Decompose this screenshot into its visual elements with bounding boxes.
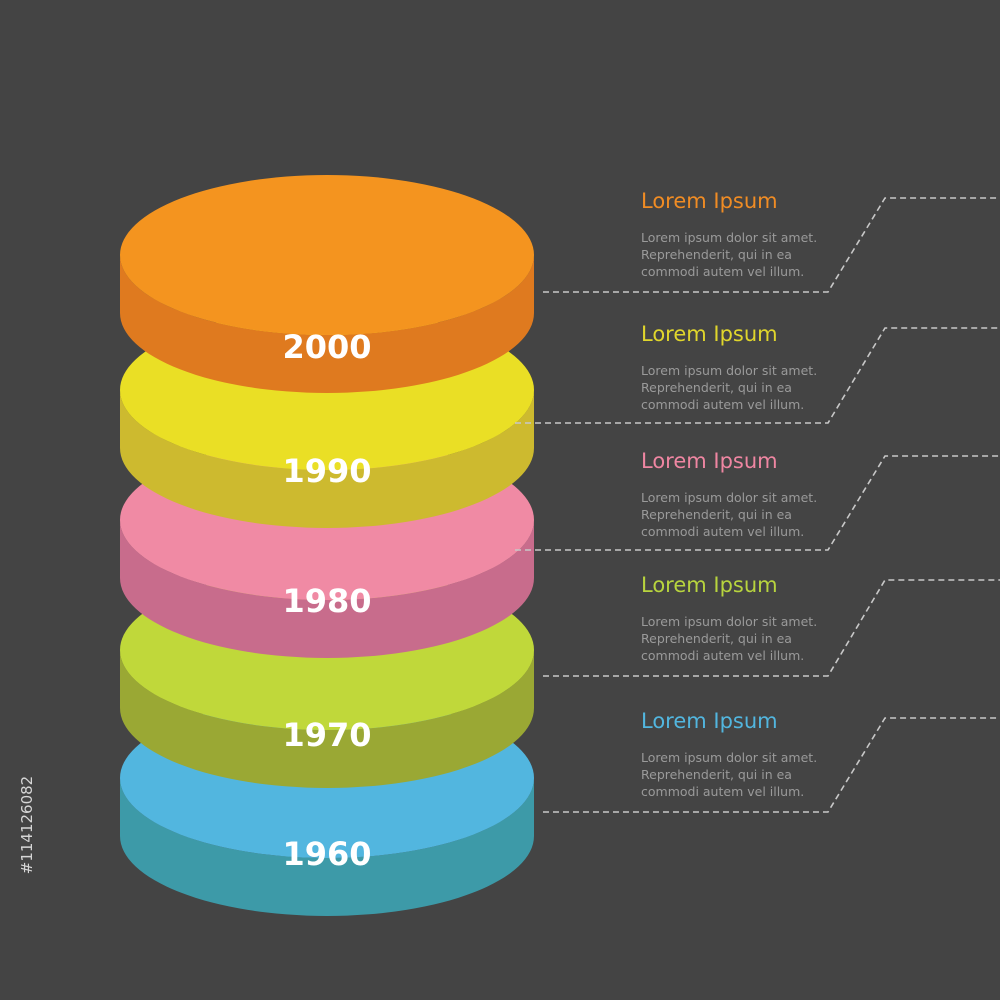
year-label: 1990 [282,452,371,490]
leader-lines [515,197,1000,813]
year-label: 2000 [282,328,371,366]
text-block-1960: Lorem Ipsum Lorem ipsum dolor sit amet. Re… [641,709,817,799]
text-block-1980: Lorem Ipsum Lorem ipsum dolor sit amet. Re… [641,449,817,539]
text-block-1970: Lorem Ipsum Lorem ipsum dolor sit amet. Re… [641,573,817,663]
stock-image-id: #114126082 [12,760,42,890]
block-body-line: Lorem ipsum dolor sit amet. [641,490,817,505]
leader-line [515,455,1000,551]
text-block-1990: Lorem Ipsum Lorem ipsum dolor sit amet. Re… [641,322,817,412]
disc-side [120,778,534,916]
leader-line [543,579,1000,677]
block-title: Lorem Ipsum [641,322,778,346]
block-body-line: commodi autem vel illum. [641,524,804,539]
block-body-line: Reprehenderit, qui in ea [641,631,792,646]
block-title: Lorem Ipsum [641,709,778,733]
block-body-line: Reprehenderit, qui in ea [641,767,792,782]
block-body-line: commodi autem vel illum. [641,648,804,663]
block-body-line: commodi autem vel illum. [641,397,804,412]
block-body-line: Lorem ipsum dolor sit amet. [641,363,817,378]
text-blocks: 1960 Lorem Ipsum Lorem ipsum dolor sit ame… [282,189,817,873]
year-label: 1980 [282,582,371,620]
block-body-line: Lorem ipsum dolor sit amet. [641,750,817,765]
leader-line [515,327,1000,424]
block-body-line: commodi autem vel illum. [641,784,804,799]
year-label: 1970 [282,716,371,754]
block-body-line: Reprehenderit, qui in ea [641,380,792,395]
block-body-line: commodi autem vel illum. [641,264,804,279]
block-body-line: Reprehenderit, qui in ea [641,507,792,522]
block-body-line: Reprehenderit, qui in ea [641,247,792,262]
stock-image-id-text: #114126082 [18,775,36,875]
block-title: Lorem Ipsum [641,449,778,473]
block-body-line: Lorem ipsum dolor sit amet. [641,230,817,245]
disc-side [120,255,534,393]
disc-side [120,520,534,658]
block-body-line: Lorem ipsum dolor sit amet. [641,614,817,629]
year-label: 1960 [282,835,371,873]
text-block-2000: Lorem Ipsum Lorem ipsum dolor sit amet. Re… [641,189,817,279]
disc-layer-2000 [120,175,534,393]
disc-side [120,390,534,528]
disc-top [120,175,534,335]
disc-stack [120,175,534,916]
leader-line [543,197,1000,293]
disc-side [120,650,534,788]
leader-line [543,717,1000,813]
block-title: Lorem Ipsum [641,573,778,597]
block-title: Lorem Ipsum [641,189,778,213]
